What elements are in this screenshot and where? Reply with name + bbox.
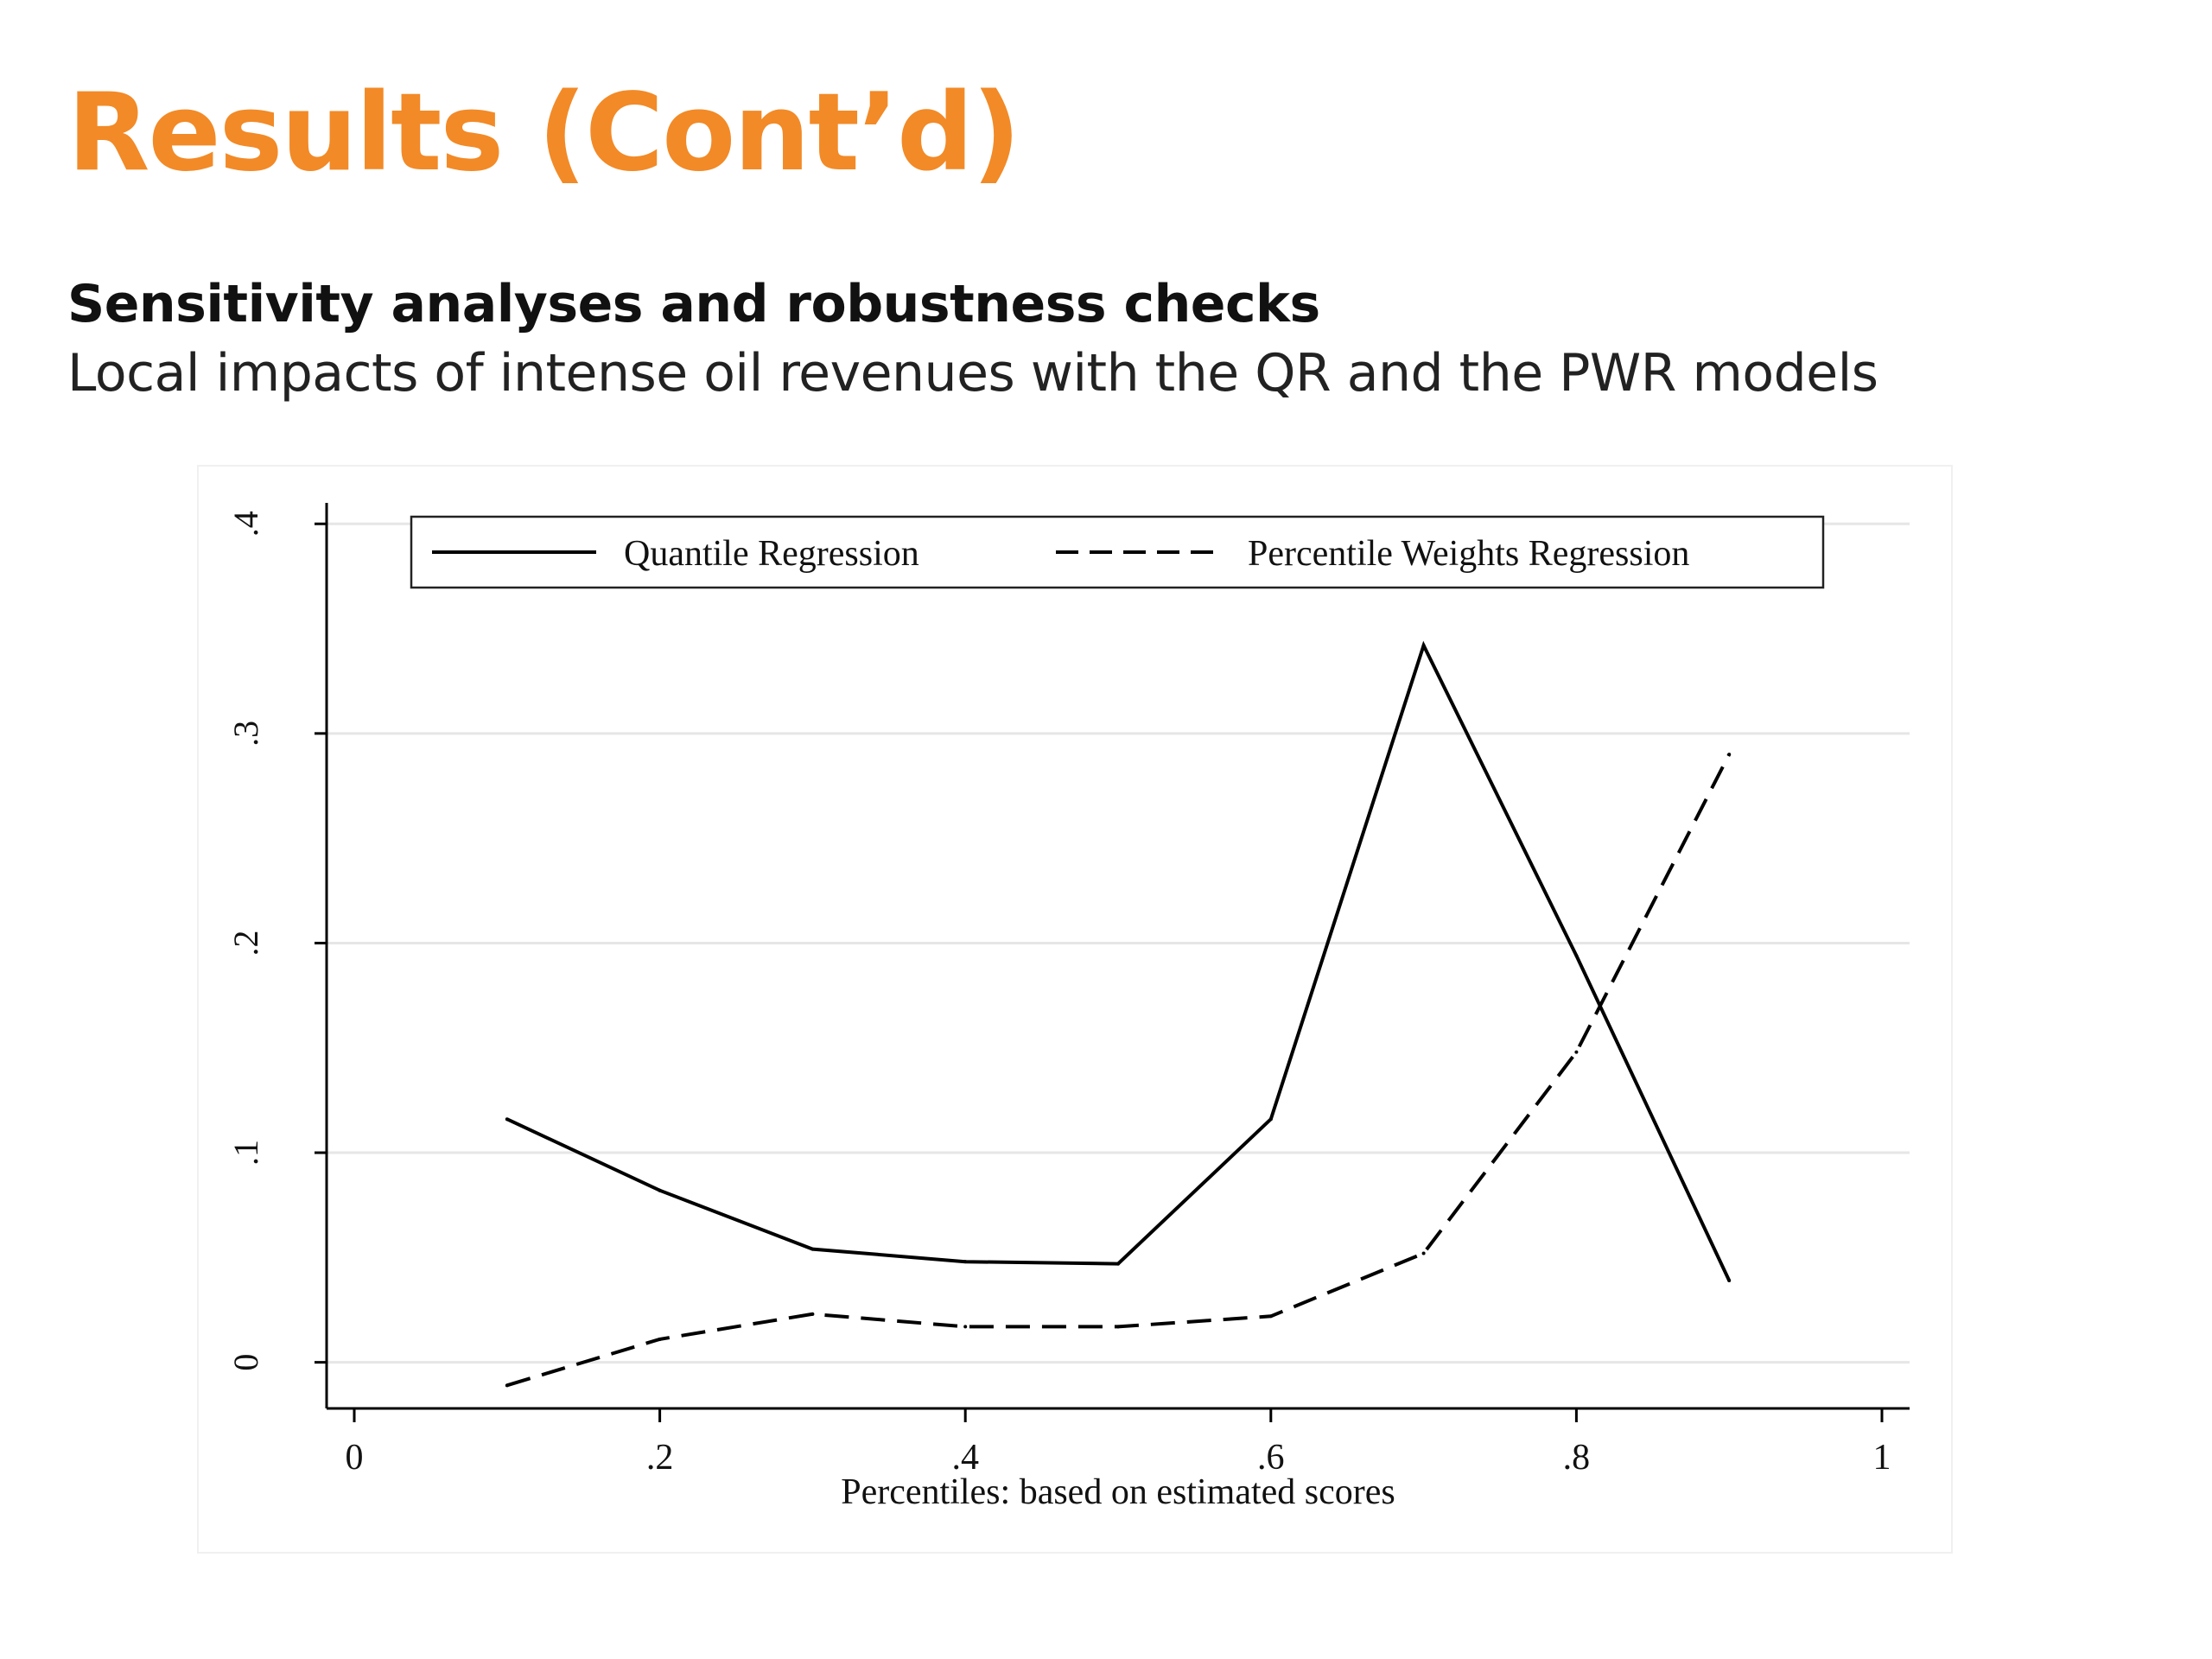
data-point-quantile-regression [1421, 643, 1426, 647]
y-tick-label: 0 [226, 1354, 265, 1371]
slide-subtitle: Sensitivity analyses and robustness chec… [67, 274, 1320, 334]
x-tick-label: 1 [1873, 1438, 1891, 1478]
data-point-percentile-weights-regression [1574, 1050, 1579, 1054]
data-point-percentile-weights-regression [1268, 1314, 1273, 1319]
legend-label-quantile-regression: Quantile Regression [624, 534, 919, 574]
x-tick-label: .4 [951, 1438, 979, 1478]
y-tick-label: .2 [226, 930, 265, 956]
y-tick-label: .3 [226, 721, 265, 747]
data-point-quantile-regression [505, 1117, 509, 1122]
data-point-quantile-regression [810, 1247, 815, 1251]
data-series [505, 640, 1732, 1388]
chart-legend: Quantile Regression Percentile Weights Re… [410, 515, 1825, 589]
x-axis-label: Percentiles: based on estimated scores [841, 1472, 1395, 1512]
data-point-percentile-weights-regression [1116, 1325, 1120, 1329]
data-point-quantile-regression [1268, 1117, 1273, 1122]
slide-title: Results (Cont’d) [67, 71, 1020, 195]
x-tick-label: .2 [646, 1438, 674, 1478]
y-tick-label: .4 [226, 511, 265, 537]
axes [325, 503, 1910, 1410]
y-tick-label: .1 [226, 1140, 265, 1166]
data-point-percentile-weights-regression [658, 1337, 662, 1341]
data-point-percentile-weights-regression [1421, 1251, 1426, 1255]
data-point-quantile-regression [1116, 1262, 1120, 1266]
data-point-percentile-weights-regression [810, 1312, 815, 1316]
data-point-percentile-weights-regression [505, 1383, 509, 1388]
data-point-percentile-weights-regression [963, 1325, 968, 1329]
data-point-quantile-regression [1574, 954, 1579, 957]
x-tick-label: .8 [1563, 1438, 1591, 1478]
data-point-quantile-regression [963, 1260, 968, 1264]
slide-description: Local impacts of intense oil revenues wi… [67, 343, 1878, 404]
legend-label-percentile-weights-regression: Percentile Weights Regression [1248, 534, 1689, 574]
x-tick-label: .6 [1257, 1438, 1285, 1478]
legend-box [410, 515, 1825, 589]
axis-ticks: 0 .1 .2 .3 .4 0 .2 .4 .6 .8 1 [226, 511, 1891, 1478]
x-tick-label: 0 [346, 1438, 364, 1478]
data-point-quantile-regression [658, 1188, 662, 1192]
data-point-quantile-regression [1727, 1279, 1732, 1283]
plot-region [242, 503, 1910, 1521]
data-point-percentile-weights-regression [1727, 753, 1732, 757]
